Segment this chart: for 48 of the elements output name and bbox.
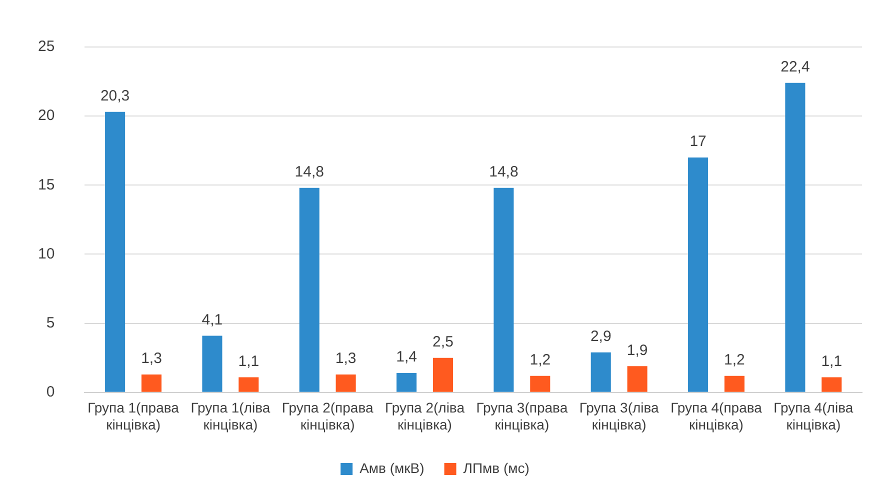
data-label: 1,9 — [626, 342, 648, 359]
bar — [822, 377, 842, 392]
legend-label: ЛПмв (мс) — [463, 460, 530, 476]
x-tick-label: Група 2(ліва кінцівка) — [385, 400, 465, 432]
bar — [530, 376, 550, 392]
data-label: 1,3 — [141, 350, 162, 368]
bar — [202, 336, 222, 392]
data-label: 2,5 — [432, 334, 454, 350]
bar — [494, 188, 514, 392]
x-tick-label: Група 4(ліва кінцівка) — [774, 400, 854, 432]
y-tick-label: 5 — [46, 314, 55, 332]
y-tick-label: 10 — [38, 245, 55, 262]
data-label: 1,4 — [396, 348, 417, 366]
bar — [299, 188, 320, 392]
x-tick-label: Група 4(права кінцівка) — [670, 400, 762, 432]
data-label: 14,8 — [489, 164, 518, 181]
bar — [396, 373, 417, 392]
x-tick-label: Група 1(права кінцівка) — [88, 400, 180, 432]
x-tick-label: Група 2(права кінцівка) — [282, 400, 374, 432]
data-label: 4,1 — [202, 311, 223, 328]
y-tick-label: 25 — [38, 38, 55, 56]
legend-label: Амв (мкВ) — [360, 460, 424, 476]
y-tick-label: 15 — [38, 176, 55, 194]
y-tick-label: 20 — [38, 107, 55, 124]
data-label: 20,3 — [100, 88, 130, 105]
bar — [336, 374, 356, 392]
x-tick-label: Група 3(ліва кінцівка) — [579, 400, 660, 432]
bar — [105, 112, 126, 392]
x-tick-label: Група 1(ліва кінцівка) — [190, 400, 270, 432]
bar — [724, 376, 744, 392]
bar — [238, 377, 259, 392]
data-label: 1,1 — [238, 352, 260, 370]
bar — [785, 82, 806, 392]
data-label: 22,4 — [780, 58, 810, 76]
data-label: 17 — [690, 133, 706, 150]
bar — [627, 366, 648, 392]
data-label: 2,9 — [590, 328, 612, 345]
bar — [141, 374, 162, 392]
data-label: 14,8 — [294, 164, 324, 181]
data-label: 1,2 — [530, 351, 551, 368]
data-label: 1,3 — [335, 350, 356, 368]
x-tick-label: Група 3(права кінцівка) — [476, 400, 568, 432]
bar — [688, 158, 708, 392]
y-tick-label: 0 — [46, 384, 55, 401]
bar — [590, 352, 611, 392]
data-label: 1,2 — [724, 351, 745, 368]
data-label: 1,1 — [821, 352, 842, 370]
bar — [432, 358, 453, 392]
